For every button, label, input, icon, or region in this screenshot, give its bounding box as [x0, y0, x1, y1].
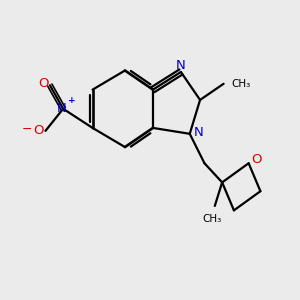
Text: CH₃: CH₃ [232, 79, 251, 89]
Text: O: O [34, 124, 44, 137]
Text: N: N [57, 102, 67, 115]
Text: +: + [68, 96, 75, 105]
Text: −: − [22, 123, 32, 136]
Text: N: N [176, 59, 186, 72]
Text: O: O [38, 77, 49, 90]
Text: O: O [252, 153, 262, 166]
Text: CH₃: CH₃ [202, 214, 221, 224]
Text: N: N [194, 126, 203, 139]
